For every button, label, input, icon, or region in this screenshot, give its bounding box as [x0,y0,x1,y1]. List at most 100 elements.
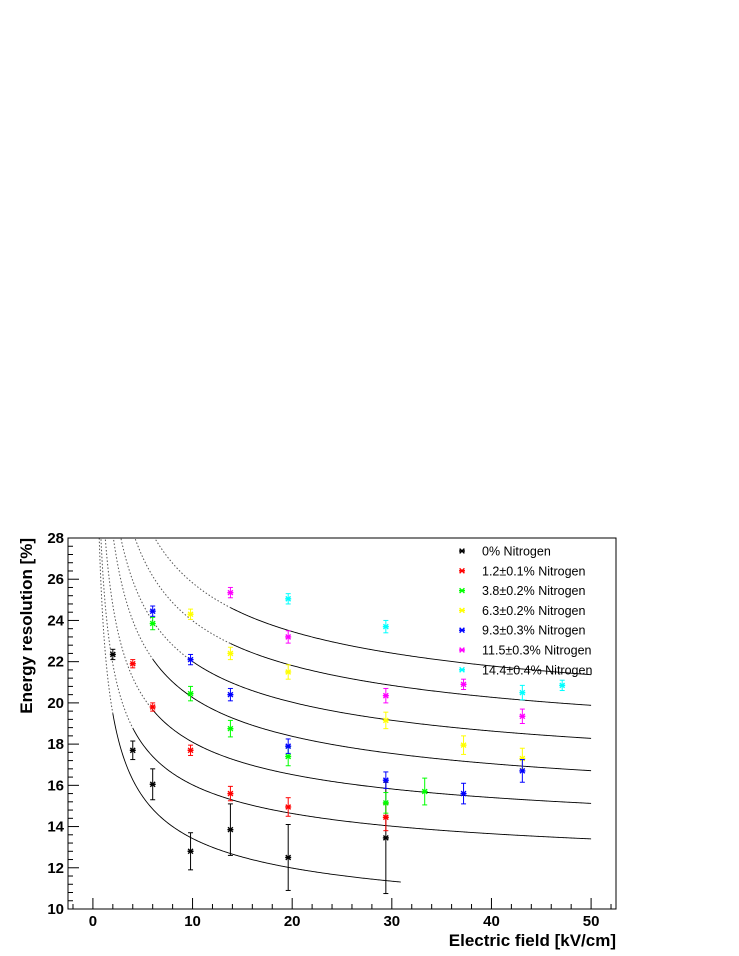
data-point-s1-3-marker-d2 [149,781,156,788]
data-point-s2-3-marker-d2 [187,747,194,754]
y-tick-label: 26 [47,571,64,588]
data-point-s3-2-marker [187,690,194,697]
y-tick-label: 12 [47,860,64,877]
fit-curve-4 [152,658,592,772]
y-tick-label: 18 [47,736,64,753]
data-point-s3-4-marker [285,753,292,760]
x-axis: 0 10 20 30 40 50 [72,898,612,930]
series-7 [285,593,566,701]
fit-curve-5 [190,659,592,739]
data-point-s4-5-marker [460,742,467,749]
x-tick-label: 20 [284,913,301,930]
data-point-s1-3 [149,768,156,801]
data-point-s7-1-marker [285,595,292,602]
data-point-s3-1 [149,616,156,631]
data-point-s4-2-marker [227,650,234,657]
y-tick-label: 22 [47,654,64,671]
y-axis-title: Energy resolution [%] [17,538,36,714]
data-point-s4-6-marker-d2 [519,755,526,762]
data-point-s7-3-marker-d2 [519,689,526,696]
data-point-s2-3 [187,744,194,756]
data-point-s5-5-marker [382,777,389,784]
data-point-s3-5-marker [382,799,389,806]
data-point-s2-1 [129,659,136,669]
legend-entry-5: 9.3±0.3% Nitrogen [459,624,585,638]
legend-marker-7-d2 [459,666,465,673]
data-point-s4-4-marker [382,717,389,724]
data-point-s3-5 [382,792,389,814]
data-point-s6-2 [285,630,292,644]
data-point-s5-2-marker [187,656,194,663]
x-tick-label: 40 [483,913,500,930]
fit-curve-1 [112,713,401,883]
fit-curve-dotted-7 [154,538,231,609]
data-point-s5-6-marker [460,790,467,797]
data-point-s1-4-marker-d2 [187,848,194,855]
data-point-s7-4-marker-d2 [559,682,566,689]
data-point-s1-5 [227,803,234,856]
fit-curve-dotted-4 [112,538,154,660]
data-point-s3-5-marker-d2 [382,799,389,806]
data-point-s4-2 [227,646,234,661]
y-tick-label: 28 [47,530,64,547]
data-point-s5-4-marker [285,743,292,750]
legend-marker-1 [459,548,465,554]
legend-marker-7 [459,666,465,673]
legend-entry-7: 14.4±0.4% Nitrogen [459,663,592,677]
legend-marker-6 [459,647,465,653]
legend-label-4: 6.3±0.2% Nitrogen [482,604,585,618]
y-tick-label: 16 [47,777,64,794]
data-point-s5-1 [149,605,156,617]
data-point-s1-2 [129,740,136,761]
data-point-s5-4-marker-d2 [285,743,292,750]
data-point-s2-5-marker [285,804,292,810]
y-tick-label: 20 [47,695,64,712]
data-point-s1-6-marker-d2 [285,854,292,861]
data-point-s4-6-marker [519,755,526,762]
data-point-s1-1-marker [109,651,116,658]
fit-curve-dotted-5 [120,538,191,661]
data-point-s4-2-marker-d2 [227,650,234,657]
data-point-s5-2 [187,653,194,666]
data-point-s6-1-marker [227,589,234,596]
data-point-s4-5 [460,735,467,755]
data-point-s1-3-marker [149,781,156,788]
data-point-s3-6-marker-d2 [421,788,428,795]
legend-label-6: 11.5±0.3% Nitrogen [482,644,592,658]
data-point-s1-7-marker [382,834,389,841]
data-point-s3-3-marker-d2 [227,725,234,732]
data-point-s1-7-marker-d2 [382,834,389,841]
legend-marker-4 [459,607,465,614]
data-point-s6-4-marker [460,681,467,688]
data-point-s5-5 [382,771,389,789]
plot-frame [67,537,617,910]
data-point-s7-3 [519,684,526,701]
data-point-s6-3-marker-d2 [382,692,389,699]
data-point-s1-1 [109,648,116,661]
data-point-s5-7-marker-d2 [519,768,526,774]
data-point-s1-2-marker [129,747,136,754]
data-point-s7-4 [559,679,566,692]
data-point-s6-5-marker [519,713,526,720]
data-point-s2-3-marker [187,747,194,754]
data-point-s4-1-marker-d2 [187,611,194,618]
data-point-s1-6-marker [285,854,292,861]
fit-curve-dotted-3 [104,538,154,711]
data-point-s7-1 [285,593,292,605]
data-point-s6-1 [227,586,234,599]
data-point-s3-4-marker-d2 [285,753,292,760]
data-point-s7-1-marker-d2 [285,595,292,602]
data-point-s4-4-marker-d2 [382,717,389,724]
fit-curve-dotted-6 [134,538,231,644]
series-6 [227,586,526,724]
data-point-s5-4 [285,738,292,754]
data-point-s2-6-marker-d2 [382,814,389,821]
data-point-s7-2 [382,619,389,634]
series-4 [187,608,526,770]
data-point-s3-1-marker-d2 [149,620,156,627]
legend-marker-3-d2 [459,587,465,594]
data-point-s2-6-marker [382,814,389,821]
data-point-s5-6-marker-d2 [460,790,467,797]
data-point-s2-2-marker-d2 [149,704,156,710]
